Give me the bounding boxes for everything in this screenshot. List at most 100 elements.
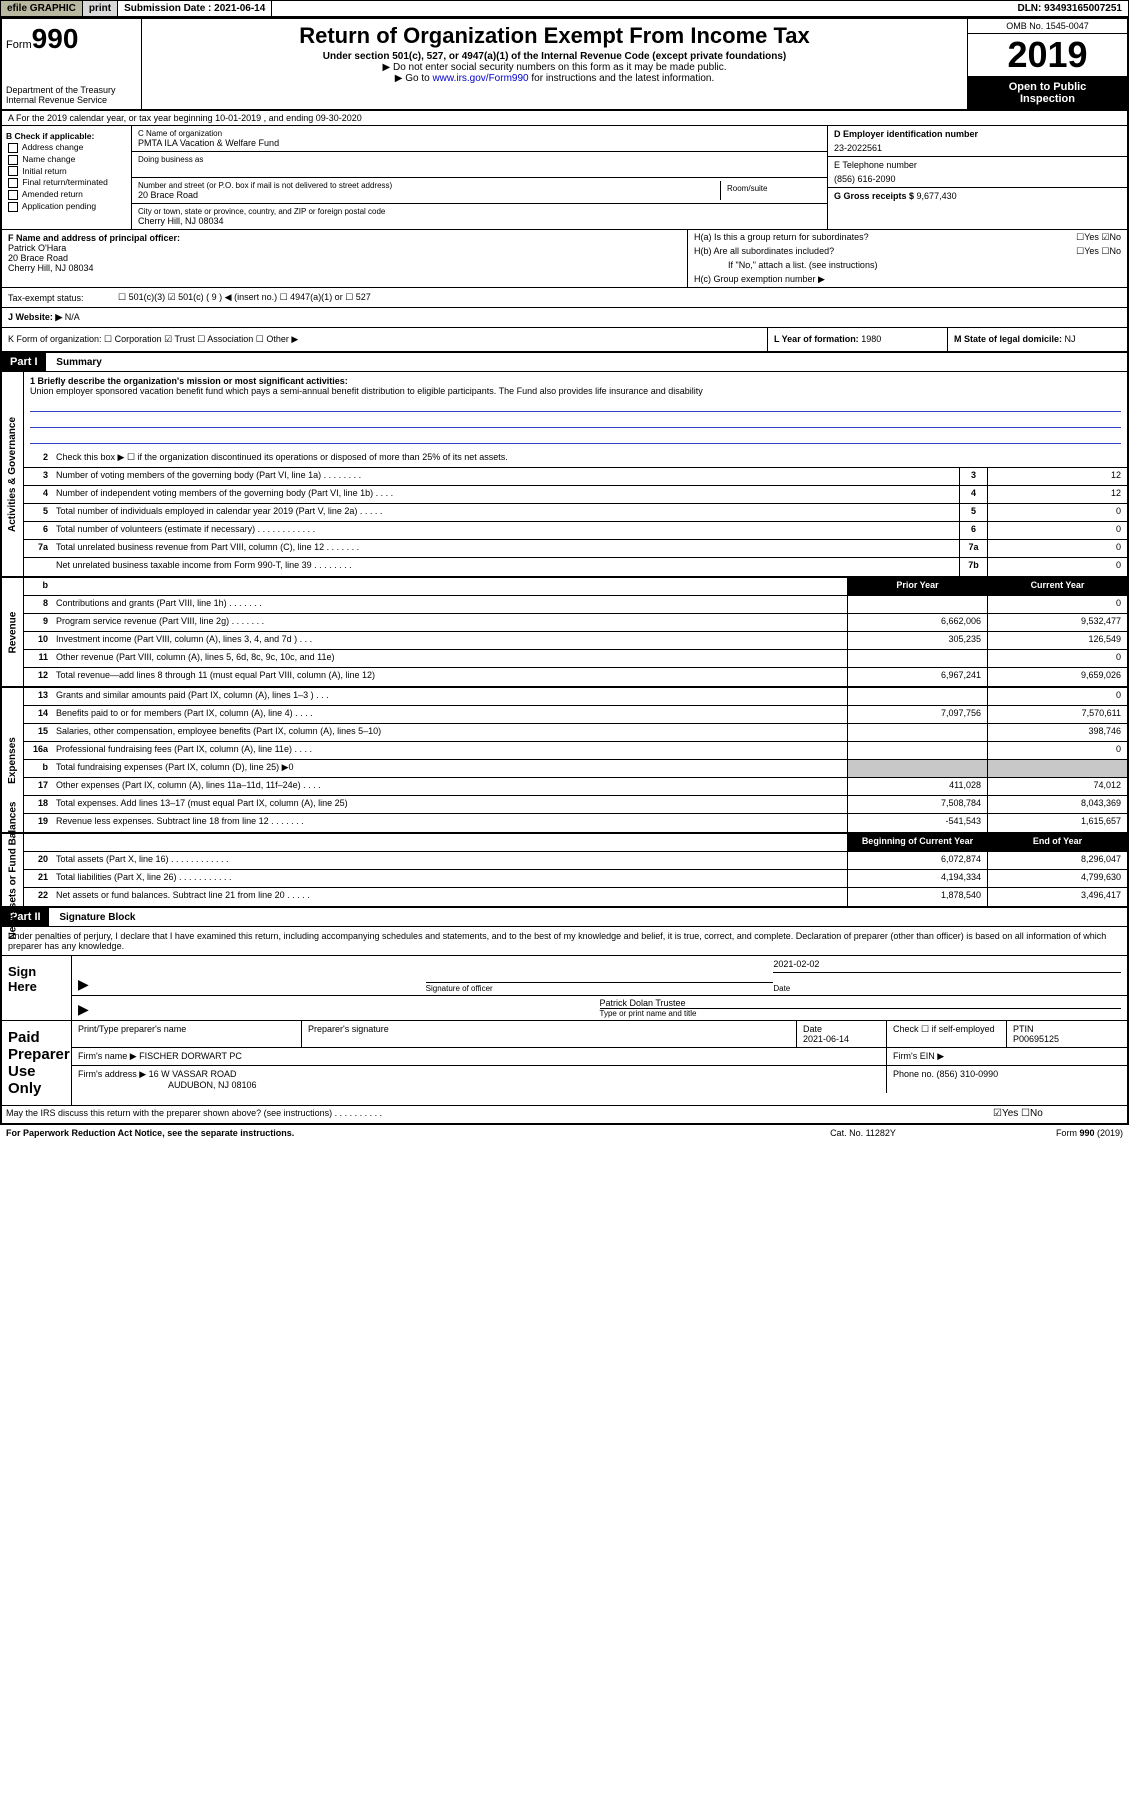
- subtitle-3: ▶ Go to www.irs.gov/Form990 for instruct…: [146, 73, 963, 84]
- sig-officer-label: Signature of officer: [426, 984, 493, 993]
- blank-line: [30, 430, 1121, 444]
- gross-cell: G Gross receipts $ 9,677,430: [828, 188, 1127, 204]
- side-netassets: Net Assets or Fund Balances: [2, 834, 24, 906]
- subtitle-1: Under section 501(c), 527, or 4947(a)(1)…: [146, 51, 963, 62]
- prep-date-label: Date: [803, 1024, 822, 1034]
- dept-irs: Internal Revenue Service: [6, 95, 137, 105]
- col-b-header: B Check if applicable:: [6, 131, 94, 141]
- expenses-table: Expenses 13Grants and similar amounts pa…: [2, 688, 1127, 834]
- room-label: Room/suite: [721, 181, 821, 200]
- gross-value: 9,677,430: [917, 191, 957, 201]
- phone-cell: E Telephone number (856) 616-2090: [828, 157, 1127, 188]
- firm-addr1: 16 W VASSAR ROAD: [149, 1069, 237, 1079]
- gross-label: G Gross receipts $: [834, 191, 917, 201]
- prep-line-2: Firm's name ▶ FISCHER DORWART PC Firm's …: [72, 1048, 1127, 1066]
- checkbox-icon[interactable]: [8, 166, 18, 176]
- sub3-pre: ▶ Go to: [395, 73, 433, 84]
- hb-label: H(b) Are all subordinates included?: [694, 246, 834, 256]
- na-body: Beginning of Current Year End of Year 20…: [24, 834, 1127, 906]
- checkbox-icon[interactable]: [8, 202, 18, 212]
- gov-line: 4Number of independent voting members of…: [24, 486, 1127, 504]
- gov-line: 3Number of voting members of the governi…: [24, 468, 1127, 486]
- discuss-yn: ☑Yes ☐No: [987, 1106, 1127, 1123]
- sig-officer-line: ▶ Signature of officer 2021-02-02Date: [72, 956, 1127, 996]
- inspect-2: Inspection: [972, 93, 1123, 105]
- data-line: 10Investment income (Part VIII, column (…: [24, 632, 1127, 650]
- preparer-row: Paid Preparer Use Only Print/Type prepar…: [2, 1020, 1127, 1105]
- part2-title-text: Signature Block: [51, 909, 143, 926]
- form-number: 990: [32, 23, 79, 54]
- line-2: 2 Check this box ▶ ☐ if the organization…: [24, 450, 1127, 468]
- website-row: J Website: ▶ N/A: [2, 308, 1127, 328]
- form-prefix: Form: [6, 39, 32, 51]
- side-gov-text: Activities & Governance: [7, 416, 18, 531]
- klm-row: K Form of organization: ☐ Corporation ☑ …: [2, 328, 1127, 353]
- rev-header: b Prior Year Current Year: [24, 578, 1127, 596]
- netassets-table: Net Assets or Fund Balances Beginning of…: [2, 834, 1127, 908]
- data-line: 11Other revenue (Part VIII, column (A), …: [24, 650, 1127, 668]
- prep-name-label: Print/Type preparer's name: [72, 1021, 302, 1047]
- footer-pra: For Paperwork Reduction Act Notice, see …: [6, 1128, 763, 1138]
- firm-addr-label: Firm's address ▶: [78, 1069, 149, 1079]
- mission-block: 1 Briefly describe the organization's mi…: [24, 372, 1127, 450]
- checkbox-icon[interactable]: [8, 155, 18, 165]
- ptin-value: P00695125: [1013, 1034, 1059, 1044]
- cb-initial: Initial return: [6, 166, 127, 177]
- row-a-tax-year: A For the 2019 calendar year, or tax yea…: [2, 111, 1127, 126]
- topbar: efile GRAPHIC print Submission Date : 20…: [0, 0, 1129, 17]
- header-mid: Return of Organization Exempt From Incom…: [142, 19, 967, 109]
- irs-link[interactable]: www.irs.gov/Form990: [432, 73, 528, 84]
- na-header: Beginning of Current Year End of Year: [24, 834, 1127, 852]
- website-value: N/A: [65, 312, 80, 322]
- org-name: PMTA ILA Vacation & Welfare Fund: [138, 138, 821, 148]
- section-bcd: B Check if applicable: Address change Na…: [2, 126, 1127, 230]
- ptin-label: PTIN: [1013, 1024, 1034, 1034]
- data-line: 20Total assets (Part X, line 16) . . . .…: [24, 852, 1127, 870]
- checkbox-icon[interactable]: [8, 143, 18, 153]
- data-line: 8Contributions and grants (Part VIII, li…: [24, 596, 1127, 614]
- section-fh: F Name and address of principal officer:…: [2, 230, 1127, 288]
- officer-addr2: Cherry Hill, NJ 08034: [8, 263, 681, 273]
- dept-treasury: Department of the Treasury: [6, 85, 137, 95]
- dln: DLN: 93493165007251: [1011, 1, 1128, 16]
- ein-cell: D Employer identification number 23-2022…: [828, 126, 1127, 157]
- revenue-table: Revenue b Prior Year Current Year 8Contr…: [2, 578, 1127, 688]
- city-label: City or town, state or province, country…: [138, 207, 821, 216]
- hb-row: H(b) Are all subordinates included? ☐Yes…: [688, 244, 1127, 258]
- col-b: B Check if applicable: Address change Na…: [2, 126, 132, 229]
- gov-line: 7aTotal unrelated business revenue from …: [24, 540, 1127, 558]
- checkbox-icon[interactable]: [8, 190, 18, 200]
- firm-name-label: Firm's name ▶: [78, 1051, 139, 1061]
- data-line: 16aProfessional fundraising fees (Part I…: [24, 742, 1127, 760]
- officer-addr1: 20 Brace Road: [8, 253, 681, 263]
- blank-line: [30, 398, 1121, 412]
- org-name-label: C Name of organization: [138, 129, 821, 138]
- prep-line-3: Firm's address ▶ 16 W VASSAR ROADAUDUBON…: [72, 1066, 1127, 1093]
- print-button[interactable]: print: [83, 1, 118, 16]
- sig-name: Patrick Dolan Trustee: [600, 998, 1122, 1008]
- org-name-cell: C Name of organization PMTA ILA Vacation…: [132, 126, 827, 152]
- addr-label: Number and street (or P.O. box if mail i…: [138, 181, 720, 190]
- cb-pending: Application pending: [6, 201, 127, 212]
- data-line: 19Revenue less expenses. Subtract line 1…: [24, 814, 1127, 832]
- header-right: OMB No. 1545-0047 2019 Open to Public In…: [967, 19, 1127, 109]
- cb-name: Name change: [6, 154, 127, 165]
- gov-line: 5Total number of individuals employed in…: [24, 504, 1127, 522]
- inspect-1: Open to Public: [972, 81, 1123, 93]
- beg-year-hdr: Beginning of Current Year: [847, 834, 987, 851]
- blank-line: [30, 414, 1121, 428]
- l-value: 1980: [861, 334, 881, 344]
- firm-ein-label: Firm's EIN ▶: [887, 1048, 1127, 1065]
- l-label: L Year of formation:: [774, 334, 861, 344]
- data-line: bTotal fundraising expenses (Part IX, co…: [24, 760, 1127, 778]
- checkbox-icon[interactable]: [8, 178, 18, 188]
- data-line: 22Net assets or fund balances. Subtract …: [24, 888, 1127, 906]
- addr-row: Number and street (or P.O. box if mail i…: [132, 178, 827, 204]
- website-label: J Website: ▶: [8, 312, 62, 322]
- gov-body: 1 Briefly describe the organization's mi…: [24, 372, 1127, 576]
- arrow-icon: ▶: [78, 1001, 600, 1018]
- sig-date: 2021-02-02: [773, 959, 1121, 969]
- sign-here-row: Sign Here ▶ Signature of officer 2021-02…: [2, 955, 1127, 1020]
- open-inspection: Open to Public Inspection: [968, 77, 1127, 109]
- officer-label: F Name and address of principal officer:: [8, 233, 180, 243]
